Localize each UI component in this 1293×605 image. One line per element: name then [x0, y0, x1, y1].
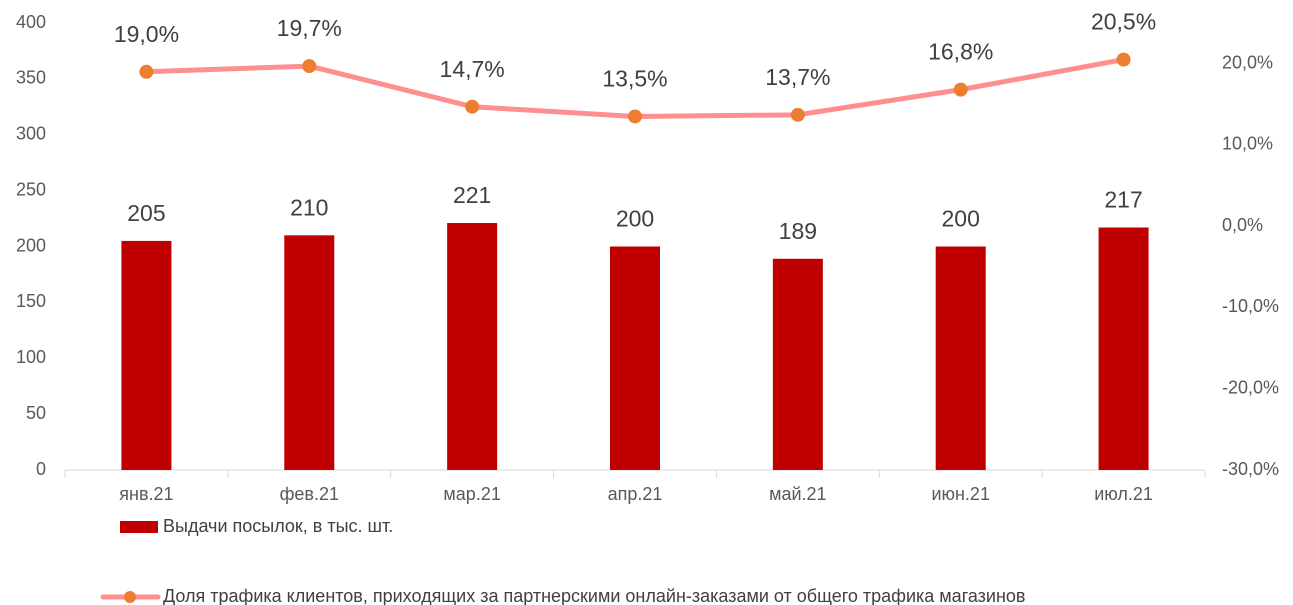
y-tick-label: 200 — [16, 235, 46, 255]
x-tick-label: июл.21 — [1094, 484, 1153, 504]
y-tick-label: 250 — [16, 179, 46, 199]
marker — [790, 107, 805, 122]
y-tick-label: 0 — [36, 459, 46, 479]
y2-tick-label: -30,0% — [1222, 459, 1279, 479]
bar — [121, 240, 172, 470]
data-label: 205 — [127, 200, 165, 226]
data-label: 13,5% — [602, 66, 667, 92]
bar — [772, 258, 823, 470]
x-tick-label: фев.21 — [280, 484, 339, 504]
legend-label: Доля трафика клиентов, приходящих за пар… — [163, 586, 1026, 605]
data-label: 16,8% — [928, 39, 993, 65]
y2-tick-label: 0,0% — [1222, 215, 1263, 235]
marker — [302, 59, 317, 74]
bar — [447, 223, 498, 470]
data-label: 210 — [290, 194, 328, 220]
data-label: 189 — [779, 218, 817, 244]
data-label: 19,0% — [114, 21, 179, 47]
legend-swatch — [120, 521, 158, 533]
y-tick-label: 350 — [16, 68, 46, 88]
y-tick-label: 300 — [16, 124, 46, 144]
y-tick-label: 150 — [16, 291, 46, 311]
data-label: 217 — [1104, 187, 1142, 213]
bar — [1098, 227, 1149, 470]
data-label: 20,5% — [1091, 9, 1156, 35]
data-label: 200 — [616, 206, 654, 232]
data-label: 19,7% — [277, 15, 342, 41]
x-tick-label: мар.21 — [443, 484, 500, 504]
data-label: 13,7% — [765, 64, 830, 90]
x-tick-label: янв.21 — [119, 484, 173, 504]
marker — [139, 64, 154, 79]
y-tick-label: 100 — [16, 347, 46, 367]
marker — [953, 82, 968, 97]
marker — [465, 99, 480, 114]
y2-tick-label: 20,0% — [1222, 52, 1273, 72]
y2-tick-label: 10,0% — [1222, 134, 1273, 154]
bar — [935, 246, 986, 470]
data-label: 14,7% — [440, 56, 505, 82]
x-tick-label: апр.21 — [608, 484, 663, 504]
data-label: 221 — [453, 182, 491, 208]
bar — [284, 235, 335, 470]
y-tick-label: 400 — [16, 12, 46, 32]
y2-tick-label: -20,0% — [1222, 377, 1279, 397]
y-tick-label: 50 — [26, 403, 46, 423]
bar — [610, 246, 660, 470]
x-tick-label: май.21 — [769, 484, 826, 504]
marker — [1116, 52, 1131, 67]
y2-tick-label: -10,0% — [1222, 296, 1279, 316]
legend-marker — [124, 591, 136, 603]
x-tick-label: июн.21 — [931, 484, 990, 504]
marker — [628, 109, 642, 124]
data-label: 200 — [942, 206, 980, 232]
legend-label: Выдачи посылок, в тыс. шт. — [163, 516, 393, 536]
